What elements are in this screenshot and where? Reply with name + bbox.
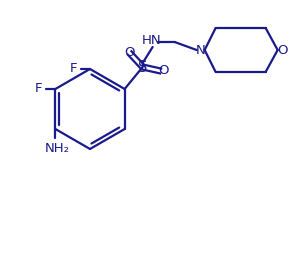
Text: O: O xyxy=(124,45,135,59)
Text: F: F xyxy=(70,61,77,75)
Text: F: F xyxy=(35,81,42,95)
Text: HN: HN xyxy=(142,34,161,48)
Text: S: S xyxy=(138,60,147,75)
Text: NH₂: NH₂ xyxy=(45,142,70,155)
Text: O: O xyxy=(158,65,169,78)
Text: N: N xyxy=(196,43,206,57)
Text: O: O xyxy=(277,43,288,57)
